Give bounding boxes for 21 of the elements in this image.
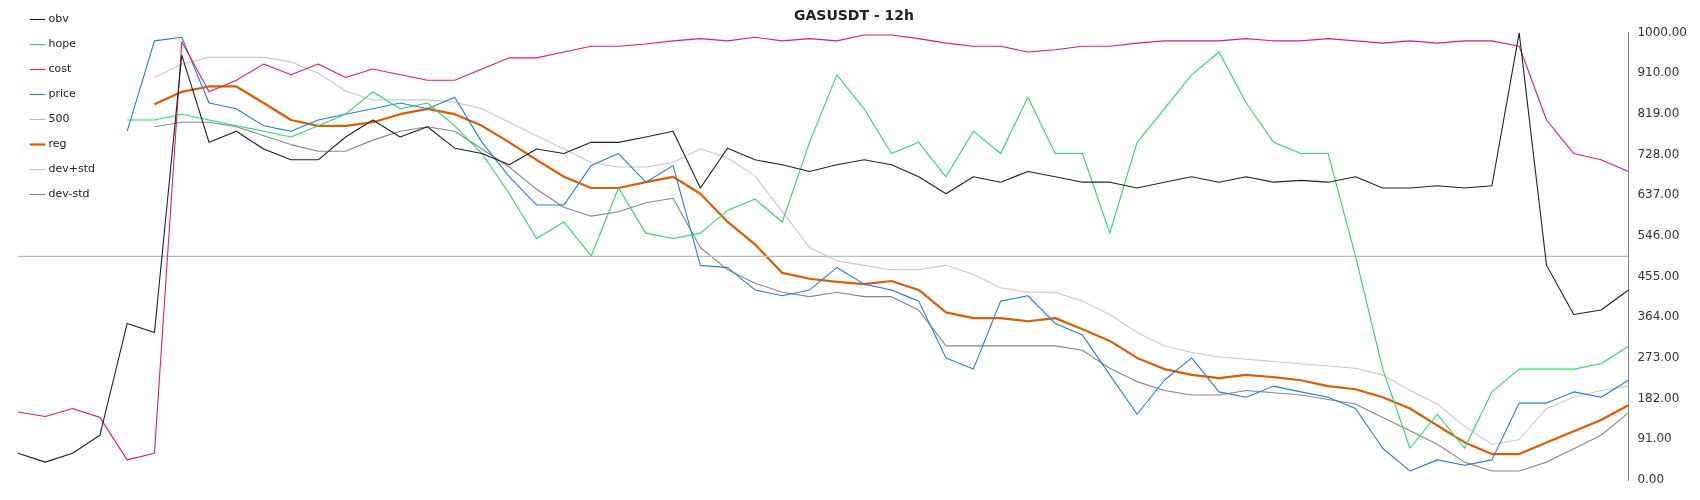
legend-label: dev-std bbox=[48, 187, 90, 201]
legend-label: reg bbox=[48, 137, 67, 151]
y-tick-label: 728.00 bbox=[1637, 146, 1680, 161]
legend-label: hope bbox=[48, 37, 77, 51]
legend-label: cost bbox=[48, 62, 73, 76]
y-tick-label: 546.00 bbox=[1637, 227, 1680, 242]
y-tick-label: 91.00 bbox=[1637, 431, 1672, 446]
legend-label: 500 bbox=[48, 112, 70, 126]
legend-label: obv bbox=[48, 12, 70, 26]
y-tick-label: 637.00 bbox=[1637, 187, 1680, 202]
legend-label: price bbox=[48, 87, 77, 101]
chart-title: GASUSDT - 12h bbox=[793, 7, 915, 24]
y-tick-label: 455.00 bbox=[1637, 268, 1680, 283]
y-tick-label: 819.00 bbox=[1637, 105, 1680, 120]
y-tick-label: 0.00 bbox=[1637, 472, 1665, 487]
y-tick-label: 182.00 bbox=[1637, 390, 1680, 405]
y-tick-label: 273.00 bbox=[1637, 350, 1680, 365]
y-tick-label: 1000.00 bbox=[1637, 24, 1687, 39]
y-tick-label: 364.00 bbox=[1637, 309, 1680, 324]
y-tick-label: 910.00 bbox=[1637, 65, 1680, 80]
legend-label: dev+std bbox=[48, 162, 96, 176]
